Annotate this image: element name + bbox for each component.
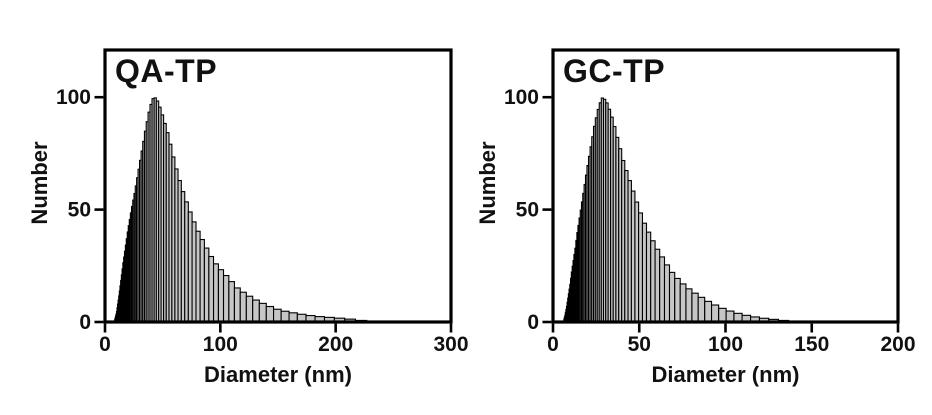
histogram-bar (258, 302, 267, 323)
histogram-bar (654, 248, 661, 323)
histogram-bar (199, 238, 205, 323)
x-tick-label: 0 (547, 333, 559, 356)
histogram-bar (239, 291, 247, 323)
histogram-bar (691, 292, 699, 323)
x-tick-label: 100 (708, 333, 743, 356)
x-tick-label: 0 (99, 333, 111, 356)
histogram-bar (650, 240, 656, 323)
histogram-bar (725, 310, 735, 323)
histogram-bar (233, 287, 241, 323)
axis-ticks: 0 50 100 150 200 0 50 100 (504, 86, 916, 356)
plot-frame (103, 48, 453, 324)
histogram-bar (645, 231, 652, 323)
y-tick-label: 0 (79, 311, 91, 334)
x-tick-label: 300 (433, 333, 468, 356)
x-axis-label: Diameter (nm) (204, 362, 352, 387)
panel-title: GC-TP (563, 53, 665, 89)
plot-frame (551, 48, 900, 324)
histogram-bar (203, 247, 210, 323)
y-tick-label: 50 (516, 199, 539, 222)
histogram-bar (208, 255, 215, 323)
x-tick-label: 200 (318, 333, 353, 356)
histogram-bars-qa-tp (113, 97, 380, 323)
histogram-bar (679, 283, 687, 323)
histogram-bar (634, 201, 640, 323)
x-tick-label: 100 (203, 333, 238, 356)
x-axis-label: Diameter (nm) (652, 362, 800, 387)
histogram-bars-gc-tp (562, 97, 800, 323)
histogram-bar (252, 299, 260, 323)
histogram-bar (280, 310, 290, 323)
y-tick-label: 100 (56, 86, 91, 109)
y-axis-label: Number (475, 141, 500, 225)
histogram-bar (663, 264, 671, 323)
y-tick-label: 0 (527, 311, 539, 334)
histogram-bar (265, 305, 275, 323)
histogram-bar (272, 308, 282, 323)
histogram-bar (668, 271, 676, 323)
histogram-bar (659, 256, 666, 323)
y-tick-label: 50 (68, 199, 91, 222)
histogram-bar (685, 288, 693, 323)
histogram-bar (704, 300, 713, 323)
histogram-bar (217, 269, 225, 323)
histogram-bar (212, 263, 219, 323)
y-tick-label: 100 (504, 86, 539, 109)
histogram-bar (674, 277, 681, 323)
panel-qa-tp: 0 100 200 300 0 50 100 QA-TP Diameter (nm) Num… (27, 48, 469, 387)
panel-gc-tp: 0 50 100 150 200 0 50 100 GC-TP Diameter (nm) N… (475, 48, 916, 387)
x-tick-label: 200 (880, 333, 915, 356)
histogram-bar (195, 230, 201, 323)
histogram-bar (245, 295, 254, 323)
histogram-bar (710, 304, 720, 323)
histogram-bar (222, 274, 230, 323)
histogram-bar (697, 296, 706, 323)
histogram-bar (718, 307, 727, 323)
y-axis-label: Number (27, 141, 52, 225)
histogram-bar (228, 281, 235, 323)
panel-title: QA-TP (115, 53, 217, 89)
x-tick-label: 150 (794, 333, 829, 356)
axis-ticks: 0 100 200 300 0 50 100 (56, 86, 469, 356)
histogram-bar (641, 222, 648, 323)
histogram-bar (638, 212, 644, 323)
x-tick-label: 50 (628, 333, 651, 356)
histogram-bar (191, 221, 197, 323)
histogram-bar (187, 211, 193, 323)
